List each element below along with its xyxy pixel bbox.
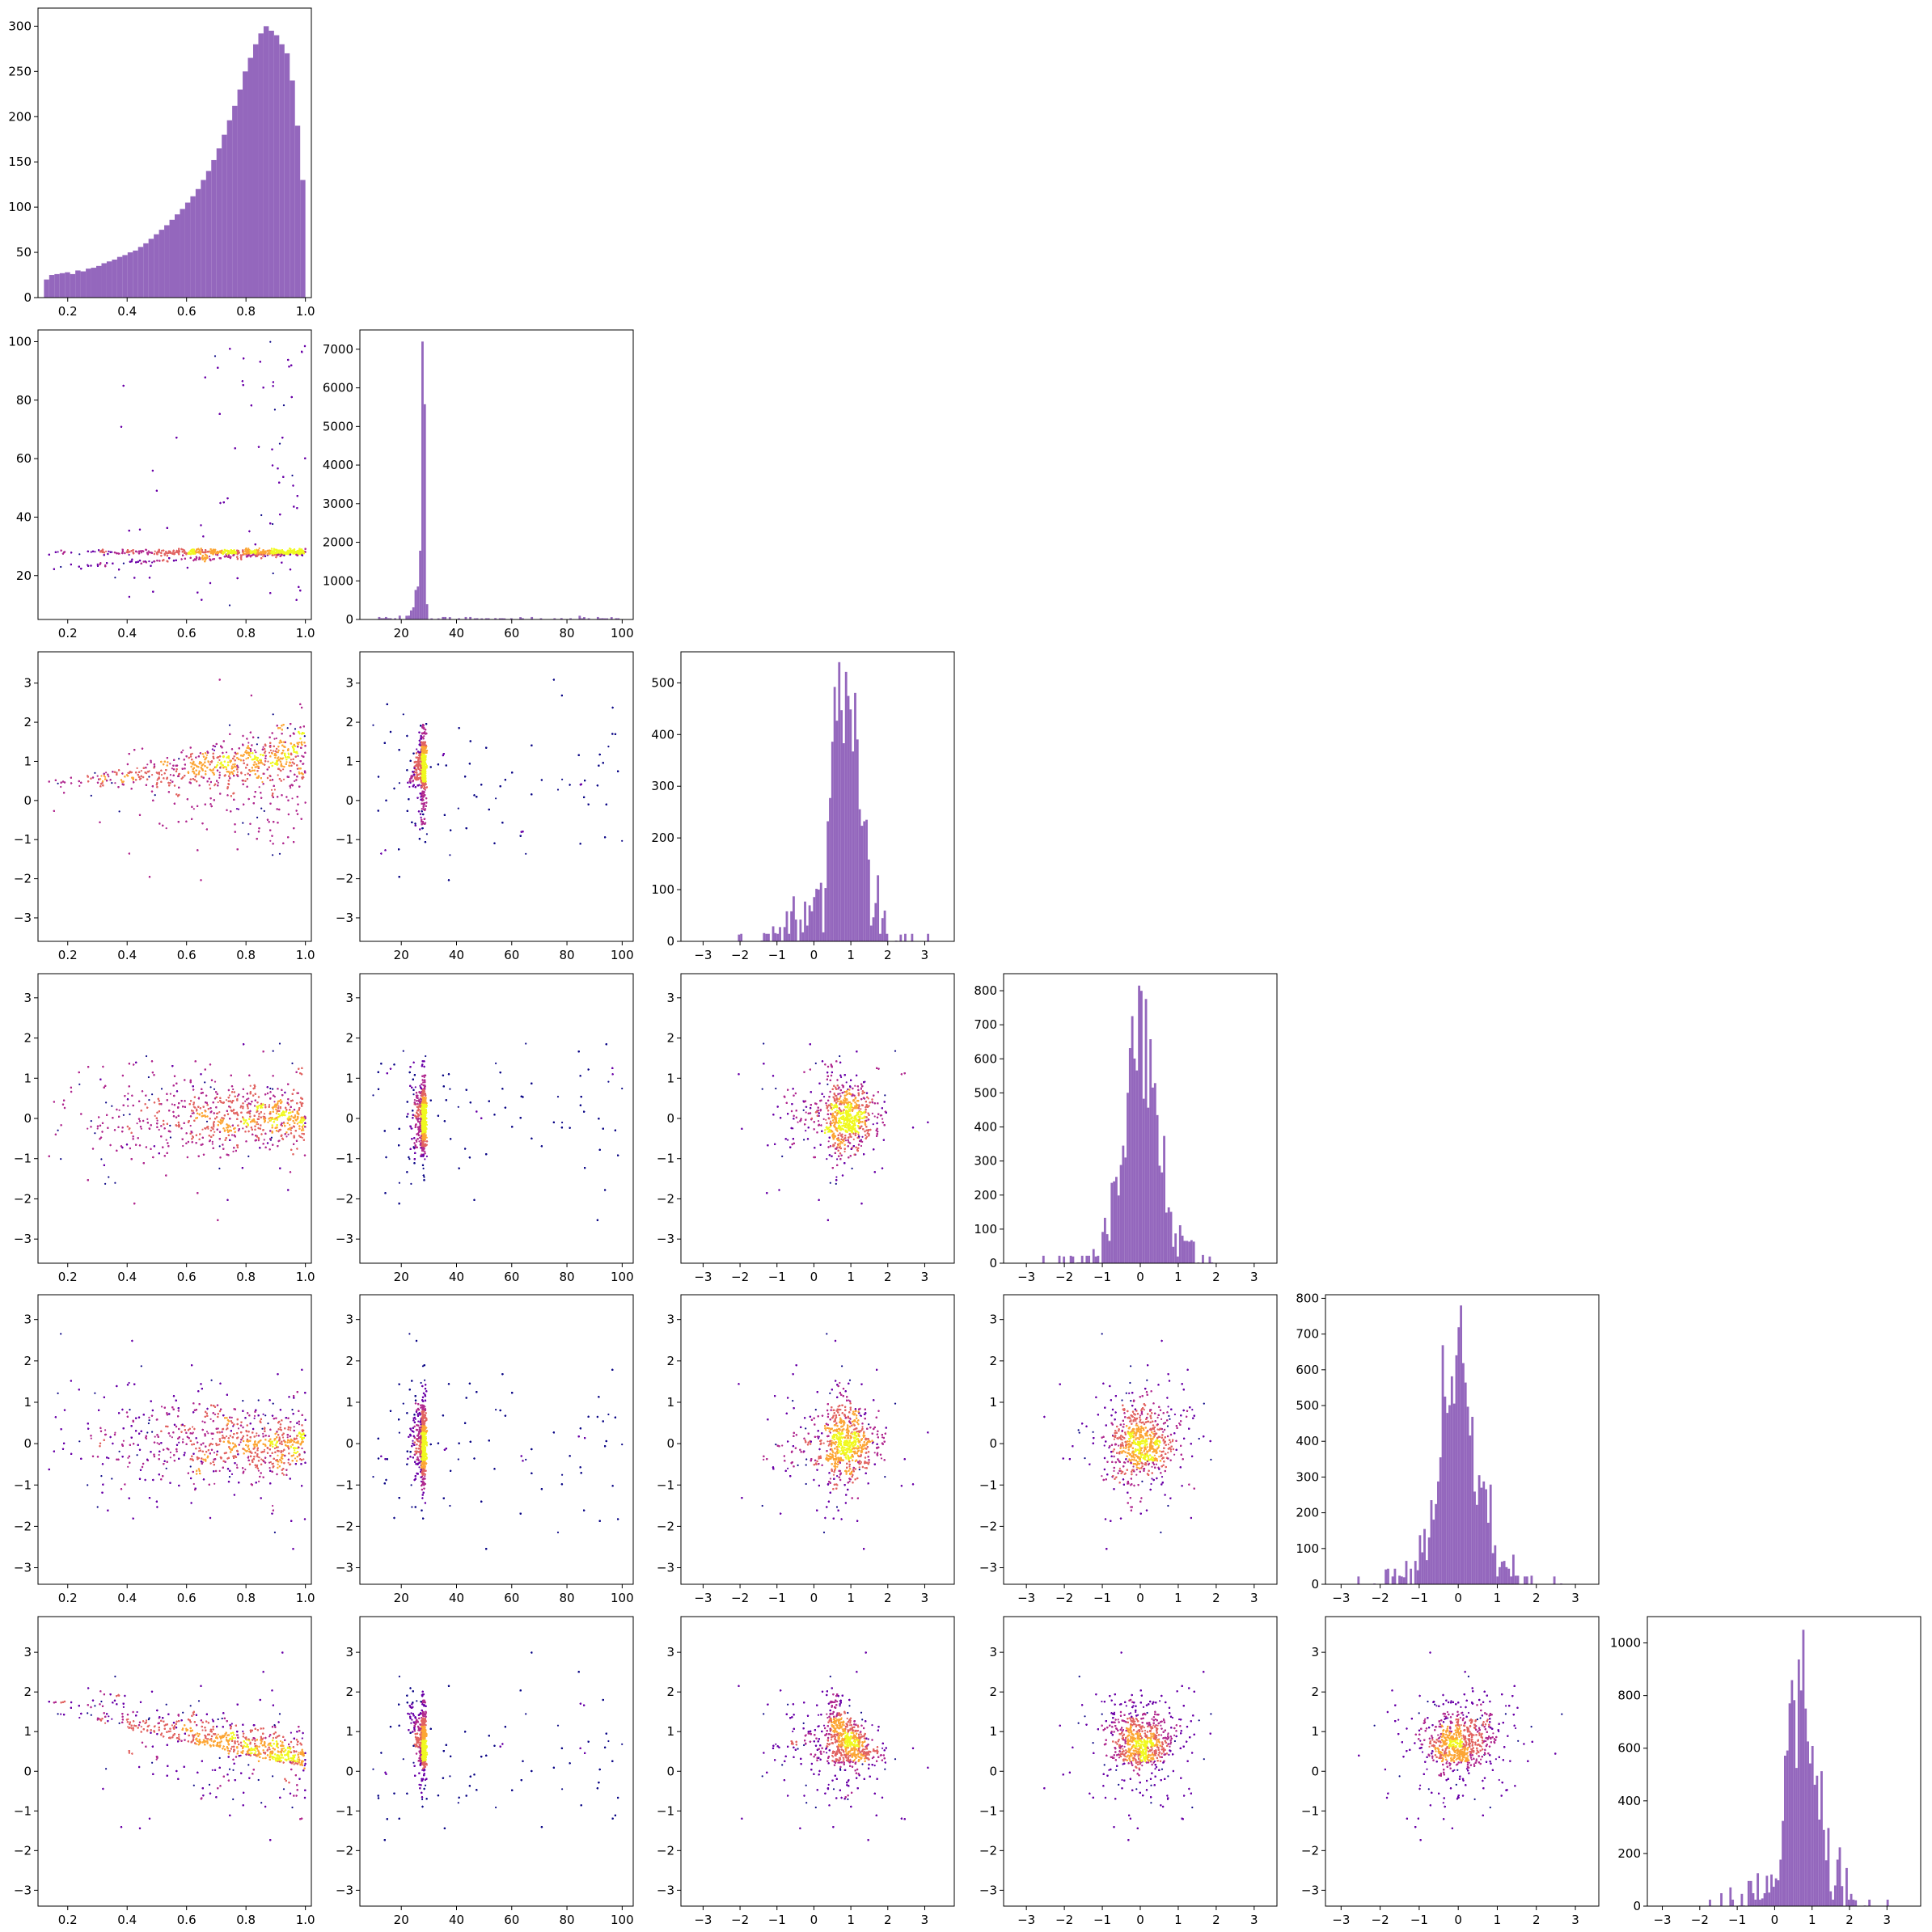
scatter-point <box>129 554 130 556</box>
scatter-point <box>154 551 156 552</box>
hist-bar <box>180 209 184 298</box>
scatter-point <box>108 551 109 552</box>
hist-bar <box>211 160 216 298</box>
hist-bar <box>54 274 59 298</box>
y-tick-label: 150 <box>8 154 32 169</box>
scatter-point <box>260 514 262 516</box>
scatter-point <box>209 556 210 557</box>
hist-bar <box>274 36 279 298</box>
hist-bar <box>196 189 201 298</box>
y-tick-label: 50 <box>16 245 32 260</box>
scatter-point <box>237 553 239 555</box>
hist-bar <box>101 263 106 298</box>
x-tick-label: 0.4 <box>117 304 137 319</box>
y-tick-label: 300 <box>8 19 32 33</box>
hist-bar <box>154 235 159 298</box>
hist-bar <box>243 71 247 298</box>
hist-bar <box>185 203 190 298</box>
x-tick-label: 0.8 <box>236 304 256 319</box>
hist-bar <box>279 44 284 298</box>
hist-bar <box>122 255 127 298</box>
scatter-point <box>269 341 271 343</box>
scatter-point <box>262 556 264 557</box>
hist-bar <box>248 58 253 298</box>
scatter-point <box>148 551 150 552</box>
hist-bar <box>107 261 112 298</box>
y-tick-label: 200 <box>8 109 32 124</box>
hist-bar <box>149 239 154 298</box>
scatter-point <box>279 443 281 445</box>
scatter-point <box>214 355 216 357</box>
hist-bar <box>81 272 86 298</box>
scatter-point <box>273 573 274 574</box>
scatter-point <box>123 563 125 564</box>
hist-bar <box>206 171 211 298</box>
scatter-point <box>78 553 80 555</box>
scatter-point <box>291 475 293 476</box>
scatter-point <box>97 564 99 565</box>
y-tick-label: 100 <box>8 200 32 214</box>
hist-bar <box>217 148 222 298</box>
hist-bar <box>133 251 137 298</box>
scatter-point <box>272 523 273 525</box>
histogram-panel-0: 0 50 100 150 200 250 300 0.2 0.4 0.6 0.8 1.0 <box>8 8 315 319</box>
scatter-point <box>57 551 59 552</box>
hist-bar <box>268 31 273 298</box>
scatter-point <box>151 561 153 563</box>
scatter-point <box>226 556 227 557</box>
hist-bar <box>175 214 180 298</box>
y-tick-label: 250 <box>8 64 32 78</box>
hist-bar <box>222 135 226 298</box>
hist-bar <box>258 33 263 298</box>
scatter-point <box>271 547 273 549</box>
y-tick-label: 0 <box>23 290 32 305</box>
hist-bar <box>44 280 49 298</box>
hist-bar <box>300 180 305 298</box>
hist-bar <box>91 268 96 298</box>
hist-bar <box>232 106 237 298</box>
hist-bar <box>253 44 258 298</box>
hist-bar <box>285 53 290 298</box>
hist-bar <box>295 125 300 298</box>
x-tick-label: 0.6 <box>177 304 197 319</box>
hist-bar <box>138 247 143 298</box>
hist-bar <box>190 197 195 298</box>
hist-bar <box>290 81 294 298</box>
scatter-point <box>91 552 92 553</box>
hist-bar <box>164 226 169 298</box>
scatter-point <box>148 560 150 562</box>
hist-bar <box>112 260 116 298</box>
x-tick-label: 1.0 <box>296 304 315 319</box>
hist-bar <box>96 266 101 298</box>
hist-bar <box>75 270 80 298</box>
scatter-point <box>229 604 230 606</box>
hist-bar <box>65 273 70 298</box>
scatter-point <box>283 404 285 406</box>
hist-bar <box>60 273 65 298</box>
scatter-point <box>114 577 116 578</box>
x-tick-label: 0.2 <box>58 304 78 319</box>
hist-bar <box>227 120 232 298</box>
hist-bar <box>170 220 175 298</box>
hist-bar <box>128 252 133 298</box>
scatter-point <box>94 551 95 552</box>
scatter-point <box>161 550 163 552</box>
hist-bar <box>238 90 243 298</box>
scatter-point <box>274 408 276 410</box>
scatter-point <box>105 551 107 552</box>
hist-bar <box>201 180 205 298</box>
corner-plot: 0 50 100 150 200 250 300 0.2 0.4 0.6 0.8 1.0 2040608… <box>0 0 1932 1932</box>
hist-bar <box>264 26 268 298</box>
hist-bar <box>143 243 148 298</box>
hist-bar <box>117 257 122 298</box>
scatter-point <box>60 566 61 568</box>
scatter-point <box>259 547 260 549</box>
hist-bar <box>70 274 75 298</box>
scatter-point <box>212 559 213 560</box>
hist-bar <box>86 268 91 298</box>
hist-bar <box>159 230 164 298</box>
hist-bar <box>49 275 54 298</box>
